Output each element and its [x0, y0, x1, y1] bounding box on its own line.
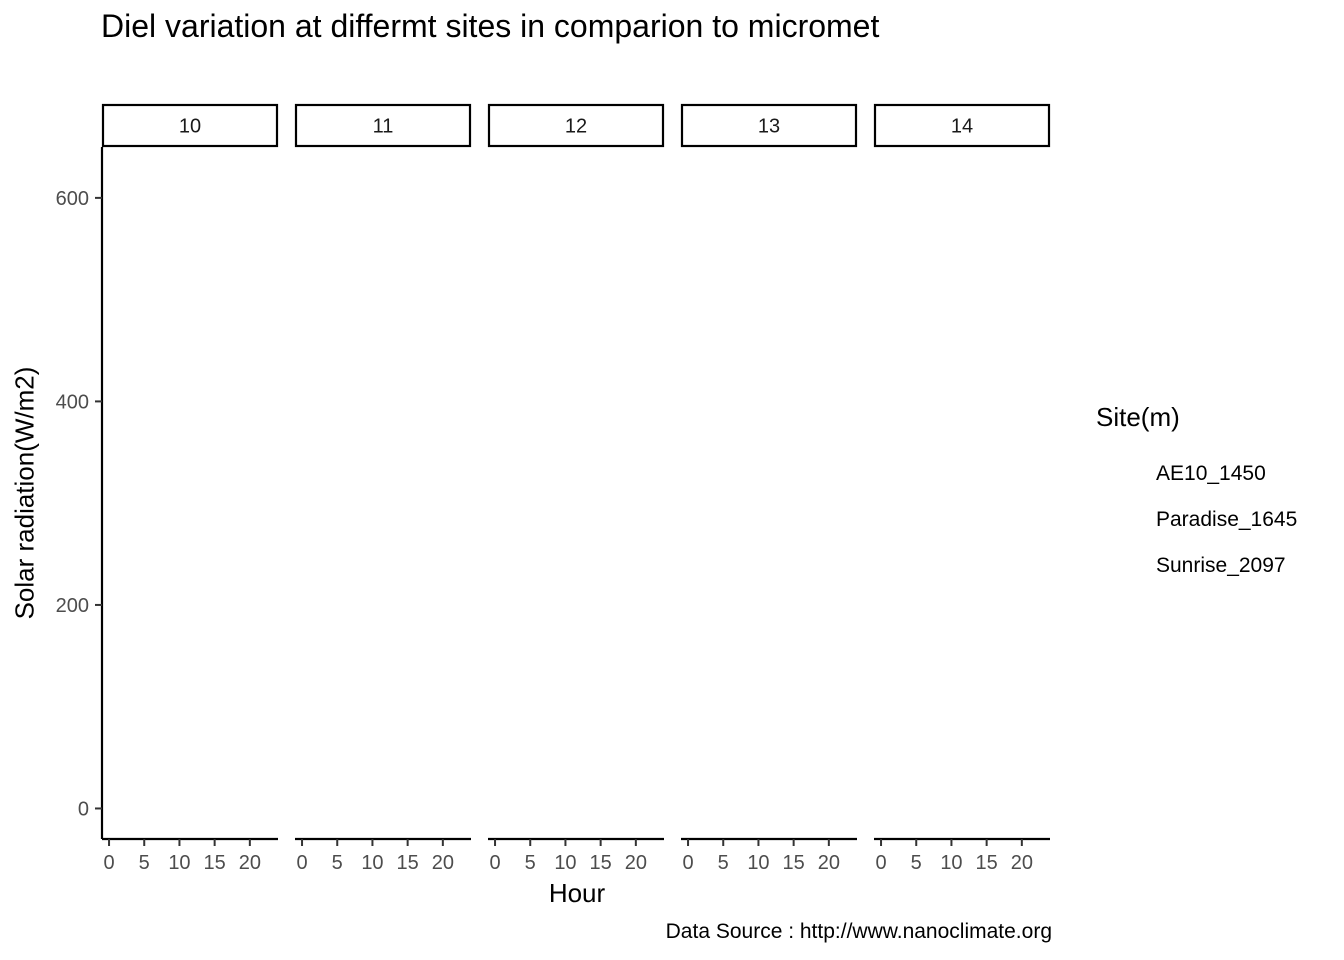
legend-item: Sunrise_2097	[1096, 543, 1297, 589]
x-tick-label: 10	[940, 852, 962, 874]
facet-strip	[487, 103, 665, 148]
y-tick-label: 600	[56, 188, 89, 210]
x-tick-label: 15	[397, 852, 419, 874]
x-tick-label: 10	[554, 852, 576, 874]
legend: Site(m) AE10_1450 Paradise_1645 Sunrise_…	[1096, 402, 1297, 589]
legend-key	[1100, 454, 1140, 494]
x-tick-label: 0	[103, 852, 114, 874]
facet-strip	[873, 103, 1051, 148]
x-tick-label: 5	[139, 852, 150, 874]
x-tick-label: 15	[976, 852, 998, 874]
x-tick-label: 20	[818, 852, 840, 874]
x-tick-label: 15	[204, 852, 226, 874]
x-tick-label: 0	[875, 852, 886, 874]
x-tick-label: 10	[168, 852, 190, 874]
facet-strip-label: 12	[565, 116, 587, 138]
x-tick-label: 20	[625, 852, 647, 874]
legend-title: Site(m)	[1096, 402, 1180, 432]
y-tick-label: 200	[56, 595, 89, 617]
legend-label: Sunrise_2097	[1156, 554, 1286, 577]
y-axis-label: Solar radiation(W/m2)	[9, 366, 40, 620]
x-tick-label: 15	[590, 852, 612, 874]
y-tick-label: 400	[56, 391, 89, 413]
facet-strip-label: 11	[373, 116, 394, 138]
facet-strip	[294, 103, 472, 148]
facet-strip-label: 10	[179, 116, 201, 138]
y-tick-label: 0	[78, 798, 89, 820]
x-tick-label: 20	[432, 852, 454, 874]
x-tick-label: 20	[1011, 852, 1033, 874]
x-tick-label: 5	[332, 852, 343, 874]
x-tick-label: 15	[783, 852, 805, 874]
facet-strip	[680, 103, 858, 148]
legend-item: Paradise_1645	[1096, 497, 1297, 543]
x-tick-label: 10	[361, 852, 383, 874]
x-tick-label: 5	[525, 852, 536, 874]
x-axis-label: Hour	[548, 878, 606, 908]
x-tick-label: 0	[682, 852, 693, 874]
x-tick-label: 20	[239, 852, 261, 874]
legend-key	[1100, 500, 1140, 540]
legend-label: AE10_1450	[1156, 462, 1266, 485]
facet-strip-label: 13	[758, 116, 780, 138]
x-tick-label: 0	[489, 852, 500, 874]
facet-strip	[101, 103, 279, 148]
legend-item: AE10_1450	[1096, 451, 1297, 497]
legend-label: Paradise_1645	[1156, 508, 1298, 531]
chart-title: Diel variation at differmt sites in comp…	[101, 8, 880, 44]
data-source-caption: Data Source : http://www.nanoclimate.org	[665, 920, 1052, 943]
facet-strip-label: 14	[951, 116, 973, 138]
x-tick-label: 0	[296, 852, 307, 874]
x-tick-label: 10	[747, 852, 769, 874]
x-tick-label: 5	[718, 852, 729, 874]
x-tick-label: 5	[911, 852, 922, 874]
legend-key	[1100, 546, 1140, 586]
